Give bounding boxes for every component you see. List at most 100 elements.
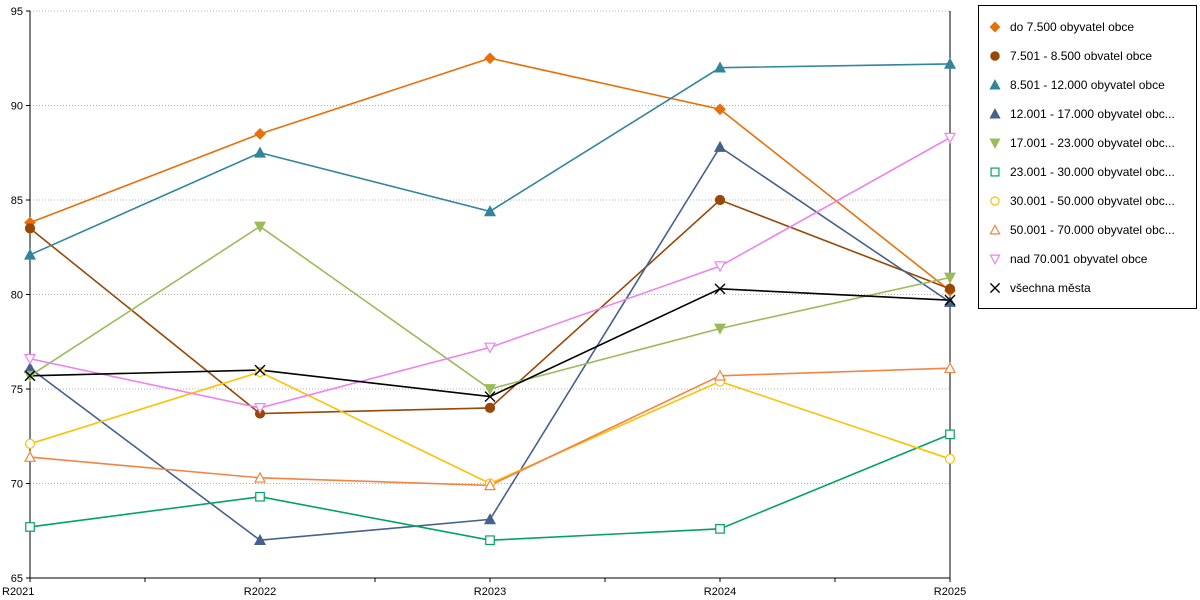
x-axis-label: R2024 <box>704 586 736 598</box>
y-axis-label: 90 <box>11 101 23 113</box>
series-marker <box>989 21 1001 32</box>
series-marker <box>253 471 267 483</box>
series-marker <box>24 223 36 234</box>
legend-item: do 7.500 obyvatel obce <box>987 12 1188 41</box>
legend-label: 23.001 - 30.000 obyvatel obc... <box>1010 164 1175 179</box>
legend-item: 7.501 - 8.500 obvatel obce <box>987 41 1188 70</box>
legend-label: všechna města <box>1010 280 1091 295</box>
series-marker <box>989 282 1001 293</box>
series-marker <box>23 450 37 462</box>
series-marker <box>945 429 955 440</box>
series-marker <box>990 50 1000 61</box>
series-line <box>29 225 951 390</box>
circle-marker-icon <box>990 50 1000 61</box>
series-marker <box>713 61 727 73</box>
y-axis-label: 70 <box>11 479 23 491</box>
legend-item: 12.001 - 17.000 obyvatel obc... <box>987 99 1188 128</box>
series-marker <box>255 491 265 502</box>
x-axis-label: R2022 <box>244 586 276 598</box>
legend-label: 12.001 - 17.000 obyvatel obc... <box>1010 106 1175 121</box>
series-marker <box>943 295 957 307</box>
legend-label: do 7.500 obyvatel obce <box>1010 19 1135 34</box>
triangle-down-marker-icon <box>989 253 1001 265</box>
diamond-marker-icon <box>989 21 1001 32</box>
series-line <box>29 63 951 256</box>
series-marker <box>483 513 497 525</box>
series-marker <box>714 194 726 206</box>
legend-label: 30.001 - 50.000 obyvatel obc... <box>1010 193 1175 208</box>
series-marker <box>484 391 496 403</box>
series-marker <box>23 353 37 366</box>
series-marker <box>713 323 727 335</box>
y-axis-label: 95 <box>11 6 23 18</box>
series-marker <box>713 261 727 273</box>
series-marker <box>989 137 1001 149</box>
series-marker <box>943 361 957 374</box>
series-line <box>29 136 951 409</box>
x-marker-icon <box>989 282 1001 293</box>
series-marker <box>943 57 957 69</box>
series-marker <box>989 78 1001 90</box>
triangle-up-marker-icon <box>989 107 1001 119</box>
series-marker <box>484 52 496 65</box>
legend-item: 8.501 - 12.000 obyvatel obce <box>987 70 1188 99</box>
series-marker <box>24 438 36 449</box>
legend-label: 7.501 - 8.500 obvatel obce <box>1010 48 1153 63</box>
legend-item: všechna města <box>987 273 1188 302</box>
legend-item: 30.001 - 50.000 obyvatel obc... <box>987 186 1188 215</box>
triangle-down-marker-icon <box>989 137 1001 149</box>
series-marker <box>483 342 497 354</box>
y-axis-label: 80 <box>11 290 23 302</box>
series-marker <box>483 205 497 217</box>
triangle-up-marker-icon <box>989 223 1001 235</box>
series-marker <box>713 369 727 381</box>
series-marker <box>989 253 1001 265</box>
series-marker <box>714 283 726 295</box>
legend-label: 50.001 - 70.000 obyvatel obc... <box>1010 222 1175 237</box>
series-line <box>29 199 951 415</box>
series-marker <box>25 522 35 532</box>
legend-item: 17.001 - 23.000 obyvatel obc... <box>987 128 1188 157</box>
series-marker <box>713 140 727 152</box>
series-marker <box>254 128 266 140</box>
legend-item: nad 70.001 obyvatel obce <box>987 244 1188 273</box>
legend-item: 50.001 - 70.000 obyvatel obc... <box>987 215 1188 244</box>
series-marker <box>715 524 725 534</box>
series-marker <box>989 107 1001 119</box>
series-marker <box>253 403 267 415</box>
series-marker <box>714 103 726 116</box>
y-axis-label: 75 <box>11 384 23 396</box>
square-marker-icon <box>990 166 1000 177</box>
series-marker <box>253 533 267 546</box>
series-marker <box>253 146 267 158</box>
series-marker <box>484 402 496 413</box>
series-marker <box>944 294 956 306</box>
x-axis-label: R2021 <box>2 586 34 598</box>
series-line <box>29 57 951 292</box>
y-axis-label: 65 <box>11 573 23 585</box>
series-marker <box>990 166 1000 177</box>
x-axis-label: R2025 <box>934 586 966 598</box>
series-marker <box>483 384 497 396</box>
legend-label: 8.501 - 12.000 obyvatel obce <box>1010 77 1165 92</box>
series-marker <box>483 479 497 491</box>
circle-marker-icon <box>990 195 1000 206</box>
triangle-up-marker-icon <box>989 78 1001 90</box>
series-marker <box>989 223 1001 235</box>
x-axis-label: R2023 <box>474 586 506 598</box>
legend-label: 17.001 - 23.000 obyvatel obc... <box>1010 135 1175 150</box>
series-marker <box>254 364 266 376</box>
series-marker <box>23 248 37 260</box>
series-marker <box>943 132 957 144</box>
series-marker <box>24 370 36 382</box>
series-marker <box>990 195 1000 206</box>
series-marker <box>254 366 266 378</box>
series-marker <box>253 221 267 233</box>
chart-legend: do 7.500 obyvatel obce 7.501 - 8.500 obva… <box>978 5 1197 309</box>
legend-label: nad 70.001 obyvatel obce <box>1010 251 1148 266</box>
series-marker <box>943 272 957 284</box>
series-marker <box>944 453 956 465</box>
y-axis-label: 85 <box>11 195 23 207</box>
